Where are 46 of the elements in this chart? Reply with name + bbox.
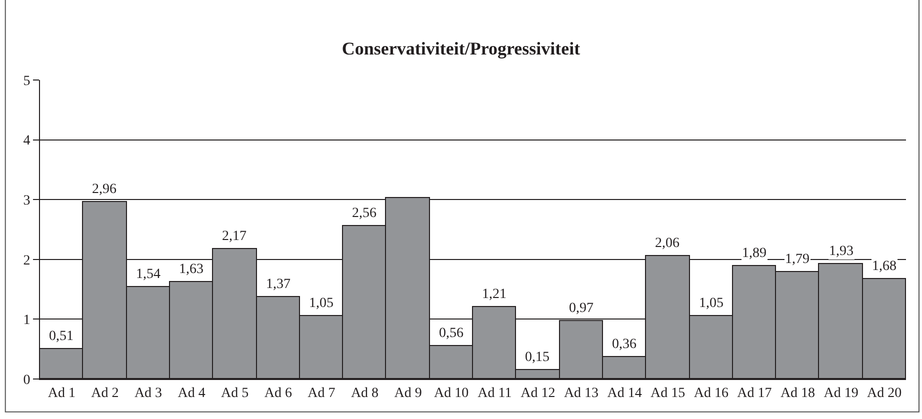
data-label: 1,37 [266, 277, 290, 292]
x-tick-label: Ad 4 [178, 386, 206, 401]
x-tick-label: Ad 15 [650, 386, 686, 401]
data-label: 0,15 [525, 350, 550, 365]
data-label: 1,79 [785, 252, 810, 267]
data-label: 1,93 [829, 244, 854, 259]
data-label: 1,21 [482, 287, 506, 302]
x-tick-label: Ad 1 [48, 386, 76, 401]
data-label: 1,05 [699, 296, 724, 311]
x-tick-label: Ad 10 [434, 386, 469, 401]
x-tick-label: Ad 5 [221, 386, 249, 401]
x-tick-label: Ad 16 [694, 386, 728, 401]
x-tick-label: Ad 17 [737, 386, 772, 401]
data-label: 2,56 [352, 206, 376, 221]
x-tick-label: Ad 14 [607, 386, 642, 401]
x-tick-label: Ad 12 [520, 386, 556, 401]
x-tick-label: Ad 3 [134, 386, 162, 401]
data-label: 0,56 [439, 326, 464, 341]
x-tick-label: Ad 11 [478, 386, 512, 401]
data-label: 0,51 [49, 329, 74, 344]
y-tick-label: 0 [23, 372, 30, 388]
data-label: 2,96 [92, 182, 116, 197]
y-tick-label: 3 [23, 194, 30, 208]
y-tick-label: 2 [23, 253, 30, 268]
data-label: 1,63 [179, 262, 204, 277]
data-label: 1,05 [309, 296, 334, 311]
data-label: 0,97 [569, 301, 594, 316]
y-tick-label: 1 [23, 313, 30, 328]
x-tick-label: Ad 6 [264, 386, 292, 401]
y-tick-label: 5 [23, 74, 30, 89]
x-tick-label: Ad 19 [824, 386, 858, 401]
data-label: 1,54 [136, 267, 160, 282]
x-tick-label: Ad 7 [308, 386, 336, 401]
data-label: 1,89 [742, 246, 766, 261]
x-tick-label: Ad 13 [564, 386, 599, 401]
x-tick-label: Ad 18 [780, 386, 816, 401]
x-tick-label: Ad 2 [91, 386, 119, 401]
data-label: 1,68 [872, 259, 896, 274]
x-tick-label: Ad 20 [867, 386, 902, 401]
chart-title: Conservativiteit/Progressiviteit [342, 38, 580, 58]
y-tick-label: 4 [23, 134, 30, 149]
data-label: 2,06 [655, 236, 680, 251]
data-label: 2,17 [222, 229, 246, 244]
data-label: 0,36 [612, 337, 636, 352]
x-tick-label: Ad 9 [394, 386, 422, 401]
x-tick-label: Ad 8 [350, 386, 379, 401]
